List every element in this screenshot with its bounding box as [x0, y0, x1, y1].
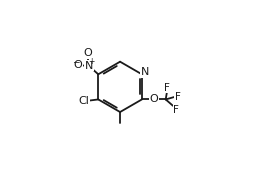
- Text: O: O: [83, 48, 92, 58]
- Text: F: F: [175, 92, 181, 102]
- Text: N: N: [84, 61, 93, 71]
- Text: F: F: [173, 105, 179, 115]
- Text: F: F: [164, 83, 170, 93]
- Text: +: +: [88, 57, 95, 66]
- Text: −: −: [72, 58, 79, 67]
- Text: Cl: Cl: [78, 96, 89, 106]
- Text: N: N: [141, 67, 149, 77]
- Text: O: O: [73, 60, 82, 70]
- Text: O: O: [149, 94, 158, 104]
